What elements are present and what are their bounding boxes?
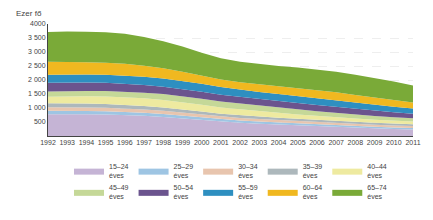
svg-text:65–74éves: 65–74éves xyxy=(367,184,387,200)
svg-text:3 500: 3 500 xyxy=(28,34,46,41)
svg-text:1993: 1993 xyxy=(59,139,75,146)
svg-text:1995: 1995 xyxy=(98,139,114,146)
svg-text:30–34éves: 30–34éves xyxy=(238,163,258,179)
svg-text:1 500: 1 500 xyxy=(28,90,46,97)
svg-text:2 500: 2 500 xyxy=(28,62,46,69)
svg-text:2001: 2001 xyxy=(213,139,229,146)
svg-text:2003: 2003 xyxy=(252,139,268,146)
svg-text:2008: 2008 xyxy=(348,139,364,146)
svg-text:500: 500 xyxy=(34,118,46,125)
svg-text:2010: 2010 xyxy=(386,139,402,146)
svg-text:45–49éves: 45–49éves xyxy=(109,184,129,200)
svg-text:25–29éves: 25–29éves xyxy=(174,163,194,179)
svg-text:Ezer fő: Ezer fő xyxy=(16,9,42,18)
svg-text:2011: 2011 xyxy=(405,139,420,146)
svg-text:2000: 2000 xyxy=(194,139,210,146)
svg-text:1997: 1997 xyxy=(136,139,152,146)
svg-text:2005: 2005 xyxy=(290,139,306,146)
svg-text:1 000: 1 000 xyxy=(28,104,46,111)
svg-text:60–64éves: 60–64éves xyxy=(303,184,323,200)
svg-text:1996: 1996 xyxy=(117,139,133,146)
svg-text:1992: 1992 xyxy=(40,139,56,146)
svg-text:2007: 2007 xyxy=(328,139,344,146)
svg-text:55–59éves: 55–59éves xyxy=(238,184,258,200)
svg-text:2006: 2006 xyxy=(309,139,325,146)
svg-text:2002: 2002 xyxy=(232,139,248,146)
svg-text:1999: 1999 xyxy=(175,139,191,146)
svg-text:50–54éves: 50–54éves xyxy=(174,184,194,200)
svg-text:2009: 2009 xyxy=(367,139,383,146)
svg-text:1998: 1998 xyxy=(155,139,171,146)
svg-text:2004: 2004 xyxy=(271,139,287,146)
svg-text:3 000: 3 000 xyxy=(28,48,46,55)
svg-text:15–24éves: 15–24éves xyxy=(109,163,129,179)
svg-text:35–39éves: 35–39éves xyxy=(303,163,323,179)
svg-text:4000: 4000 xyxy=(30,20,46,27)
svg-text:2 000: 2 000 xyxy=(28,76,46,83)
svg-text:1994: 1994 xyxy=(79,139,95,146)
svg-text:40–44éves: 40–44éves xyxy=(367,163,387,179)
